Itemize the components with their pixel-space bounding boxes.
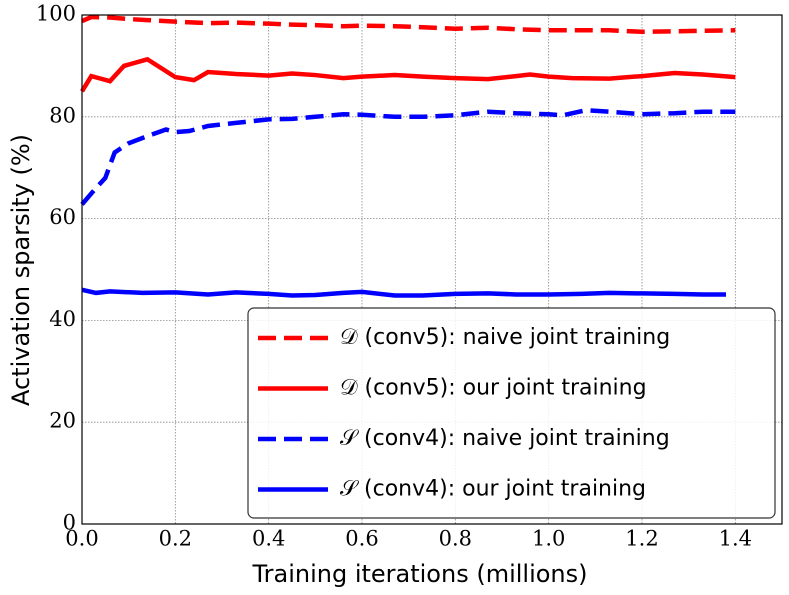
x-tick-label: 1.4 [719,527,752,551]
y-tick-label: 20 [49,409,76,433]
x-tick-label: 0.8 [439,527,472,551]
x-tick-label: 0.6 [345,527,378,551]
data-line [80,56,736,93]
y-tick-label: 80 [49,103,76,127]
x-tick-label: 1.0 [532,527,565,551]
legend-label: 𝒟 (conv5): our joint training [340,376,647,401]
x-axis-label: Training iterations (millions) [251,560,587,588]
legend-label: 𝒟 (conv5): naive joint training [340,325,670,350]
data-line [81,287,726,298]
y-tick-label: 0 [63,511,76,535]
y-axis-label: Activation sparsity (%) [7,134,35,406]
x-tick-label: 0.4 [252,527,285,551]
legend-box [247,307,776,519]
y-tick-label: 60 [49,205,76,229]
data-line [81,14,736,35]
legend-label: 𝒮 (conv4): our joint training [340,477,646,502]
legend-label: 𝒮 (conv4): naive joint training [340,426,670,451]
plot-frame [81,14,783,525]
y-tick-label: 100 [36,2,76,26]
data-line [80,107,736,206]
x-tick-label: 0.2 [159,527,192,551]
legend: 𝒟 (conv5): naive joint training 𝒟 (conv5)… [247,307,776,519]
y-tick-label: 40 [49,307,76,331]
x-tick-label: 0.0 [65,527,98,551]
x-tick-label: 1.2 [625,527,658,551]
